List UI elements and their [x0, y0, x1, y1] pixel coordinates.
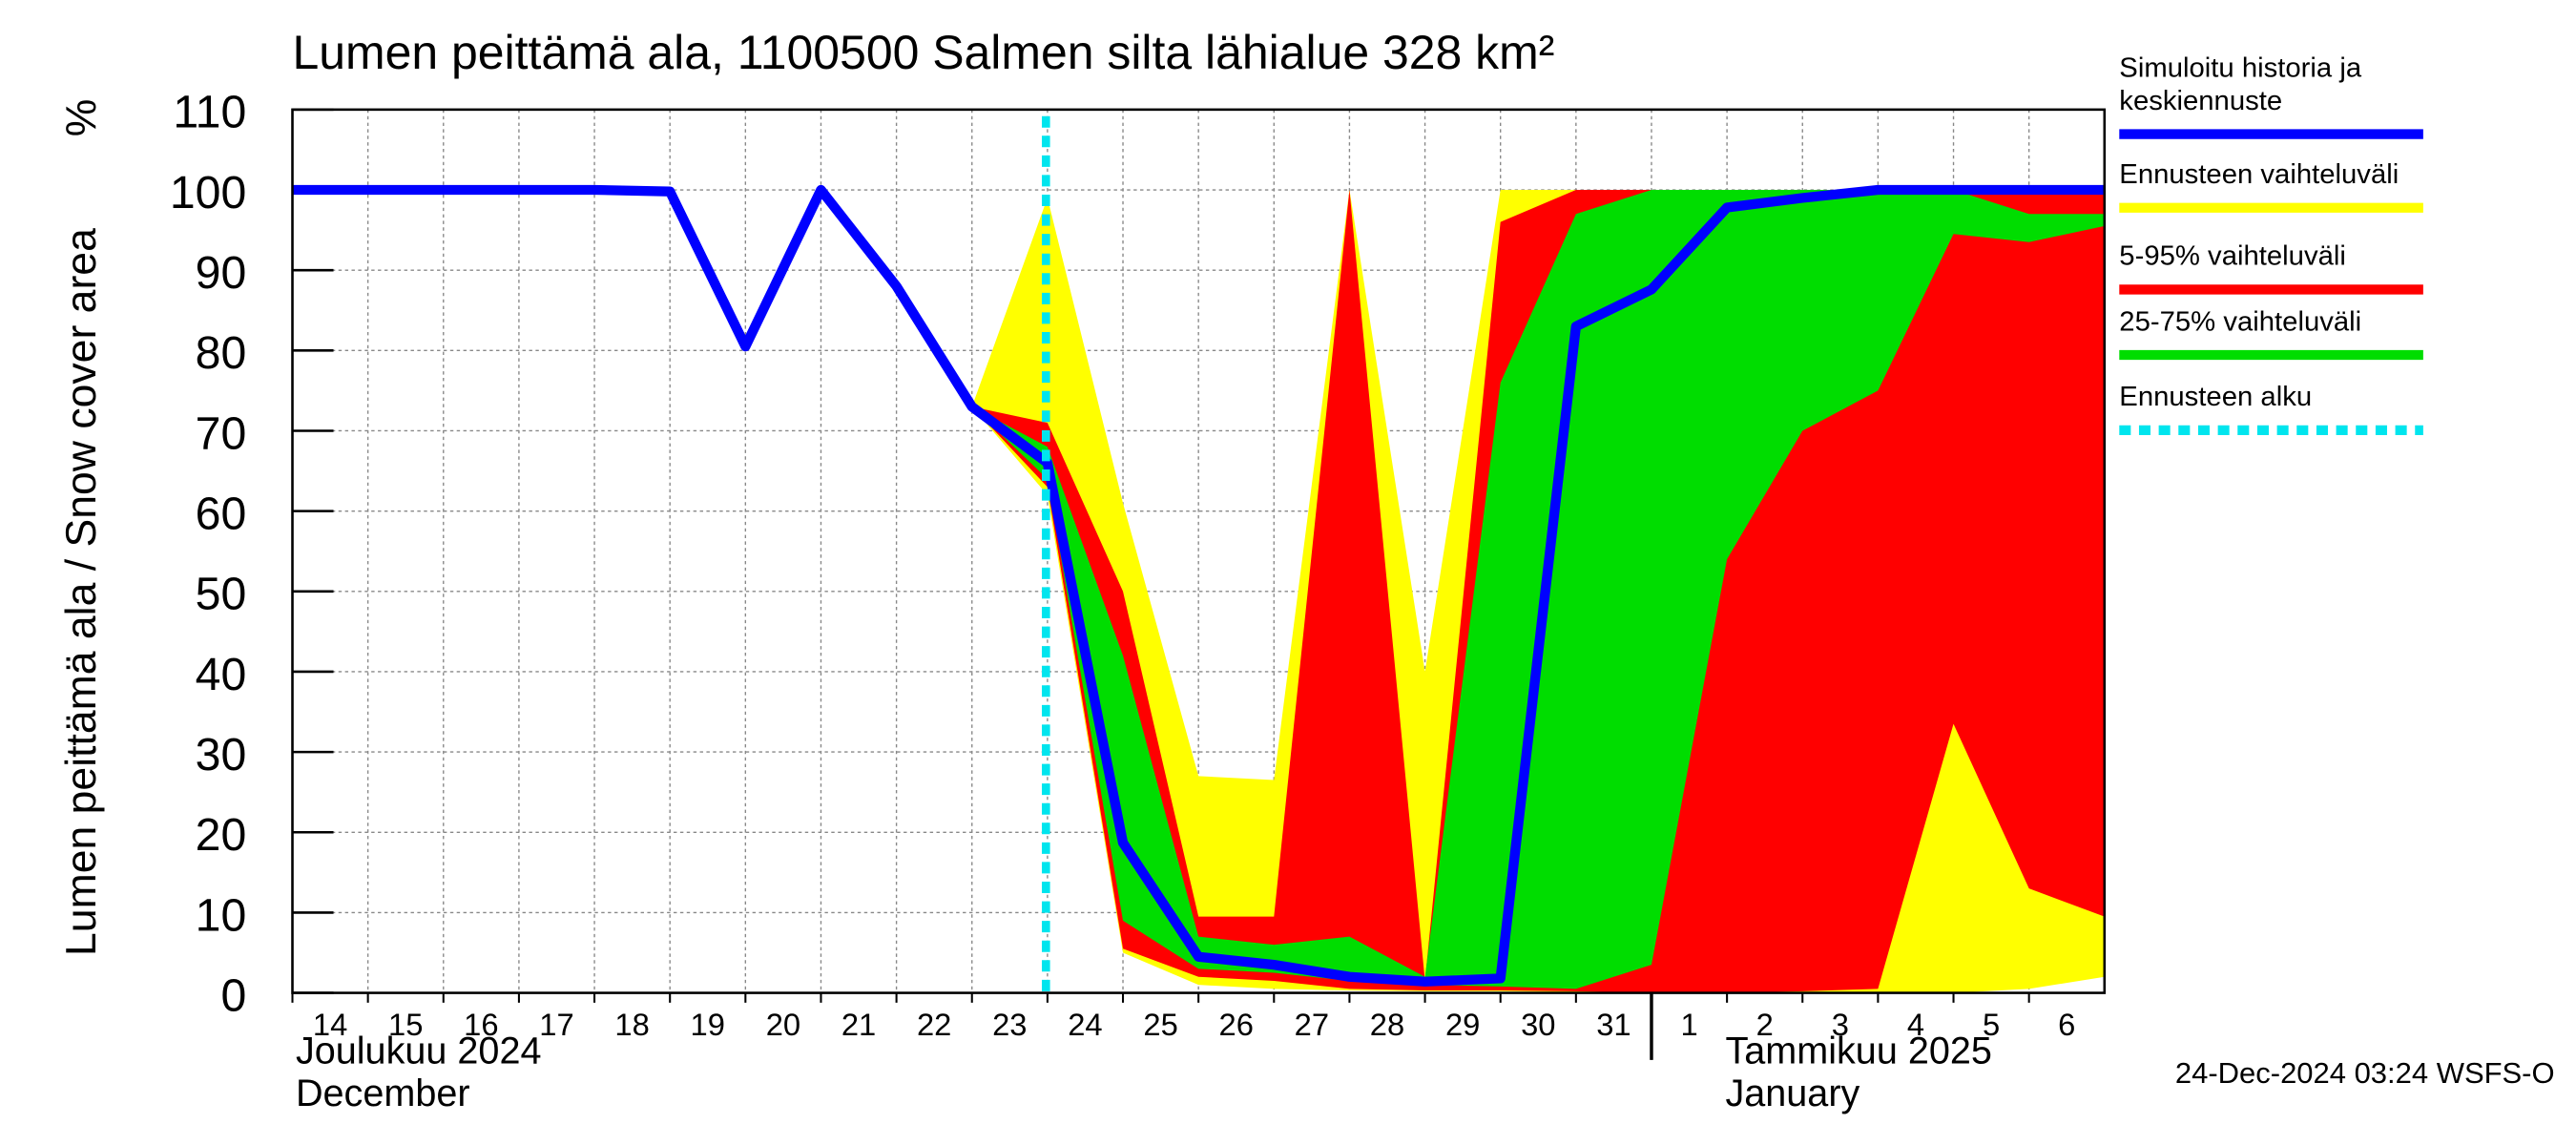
y-tick-label: 70	[196, 407, 247, 459]
legend-entry: Simuloitu historia ja keskiennuste	[2119, 52, 2362, 116]
y-tick-label: 80	[196, 327, 247, 379]
month-label: Tammikuu 2025	[1725, 1030, 1991, 1072]
x-tick-label: 14	[313, 1007, 347, 1042]
legend-label: 25-75% vaihteluväli	[2119, 305, 2362, 338]
y-unit: %	[58, 99, 105, 137]
legend-entry: 25-75% vaihteluväli	[2119, 305, 2362, 338]
x-tick-label: 23	[992, 1007, 1027, 1042]
x-tick-label: 5	[1983, 1007, 2000, 1042]
x-tick-label: 25	[1143, 1007, 1177, 1042]
y-tick-label: 10	[196, 889, 247, 941]
y-tick-label: 20	[196, 809, 247, 861]
mean-line	[292, 184, 2105, 987]
y-tick-label: 40	[196, 649, 247, 700]
legend-entry: Ennusteen vaihteluväli	[2119, 158, 2399, 190]
x-tick-label: 27	[1295, 1007, 1329, 1042]
x-tick-label: 24	[1068, 1007, 1102, 1042]
x-tick-label: 30	[1521, 1007, 1555, 1042]
legend-entry: 5-95% vaihteluväli	[2119, 240, 2346, 272]
x-tick-label: 29	[1445, 1007, 1480, 1042]
y-tick-label: 30	[196, 729, 247, 781]
band-area	[971, 190, 2105, 989]
legend-entry: Ennusteen alku	[2119, 381, 2313, 412]
month-label: January	[1725, 1072, 1859, 1114]
x-tick-label: 16	[464, 1007, 498, 1042]
y-tick-label: 60	[196, 489, 247, 540]
legend-label: 5-95% vaihteluväli	[2119, 240, 2346, 272]
x-tick-label: 28	[1370, 1007, 1404, 1042]
x-tick-label: 6	[2058, 1007, 2075, 1042]
x-tick-label: 19	[691, 1007, 725, 1042]
legend-label: Simuloitu historia ja keskiennuste	[2119, 52, 2362, 116]
plot-frame	[291, 108, 2107, 994]
chart-title: Lumen peittämä ala, 1100500 Salmen silta…	[293, 26, 1555, 79]
y-tick-label: 0	[220, 970, 246, 1022]
legend-label: Ennusteen alku	[2119, 381, 2313, 412]
y-axis-label: Lumen peittämä ala / Snow cover area	[58, 228, 105, 956]
month-label: December	[296, 1072, 470, 1114]
x-tick-label: 20	[766, 1007, 800, 1042]
y-tick-label: 100	[170, 167, 246, 219]
x-tick-label: 22	[917, 1007, 951, 1042]
x-tick-label: 1	[1680, 1007, 1697, 1042]
x-tick-label: 31	[1596, 1007, 1631, 1042]
x-tick-label: 18	[614, 1007, 649, 1042]
x-tick-label: 26	[1219, 1007, 1254, 1042]
x-tick-label: 17	[539, 1007, 573, 1042]
x-tick-label: 2	[1756, 1007, 1774, 1042]
x-tick-label: 3	[1832, 1007, 1849, 1042]
x-tick-label: 15	[388, 1007, 423, 1042]
month-label: Joulukuu 2024	[296, 1030, 542, 1072]
x-tick-label: 4	[1907, 1007, 1924, 1042]
y-tick-label: 50	[196, 569, 247, 620]
y-tick-label: 110	[173, 87, 246, 138]
footer: 24-Dec-2024 03:24 WSFS-O	[2175, 1056, 2555, 1090]
y-tick-label: 90	[196, 247, 247, 299]
x-tick-label: 21	[841, 1007, 876, 1042]
legend-label: Ennusteen vaihteluväli	[2119, 158, 2399, 190]
